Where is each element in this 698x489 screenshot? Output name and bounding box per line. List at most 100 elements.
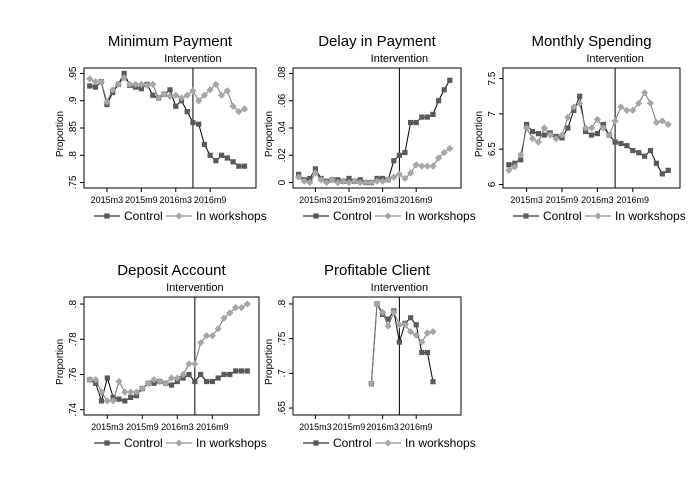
x-tick-label: 2015m9 <box>125 195 158 205</box>
data-point <box>390 173 398 181</box>
data-point <box>172 91 180 99</box>
legend: Control In workshops <box>303 436 476 450</box>
y-tick-label: .8 <box>68 299 79 308</box>
data-point <box>221 371 227 378</box>
data-point <box>121 70 127 77</box>
series-in-workshops <box>295 144 454 187</box>
legend-label: Control <box>543 209 582 223</box>
legend-marker <box>594 212 602 220</box>
data-point <box>219 152 225 158</box>
data-point <box>198 371 204 378</box>
data-point <box>177 94 186 102</box>
legend-label: In workshops <box>405 209 476 223</box>
y-axis-label: Proportion <box>55 339 66 385</box>
data-point <box>127 388 135 396</box>
legend-label: In workshops <box>196 436 267 450</box>
y-tick-label: .08 <box>277 66 288 80</box>
y-tick-label: .85 <box>68 121 79 135</box>
y-tick-label: 0 <box>277 179 288 185</box>
data-point <box>206 86 214 94</box>
y-tick-label: 7 <box>487 111 498 117</box>
series-line <box>89 72 245 167</box>
data-point <box>128 394 134 400</box>
data-point <box>552 134 560 143</box>
chart-title: Monthly Spending <box>531 33 651 50</box>
data-point <box>345 178 353 187</box>
legend-marker <box>523 213 529 219</box>
data-point <box>570 103 578 111</box>
data-point <box>334 178 342 187</box>
data-point <box>587 124 596 132</box>
data-point <box>103 397 111 405</box>
data-point <box>402 149 408 156</box>
data-point <box>630 147 636 154</box>
data-point <box>179 370 187 379</box>
data-point <box>396 152 402 158</box>
data-point <box>593 115 601 124</box>
data-point <box>230 159 236 165</box>
intervention-label: Intervention <box>164 53 221 65</box>
chart-title: Minimum Payment <box>108 33 233 50</box>
x-tick-label: 2016m9 <box>400 422 433 432</box>
series-control <box>368 301 436 387</box>
x-tick-label: 2016m3 <box>581 195 614 205</box>
data-point <box>384 176 392 184</box>
data-point <box>407 169 415 177</box>
x-tick-label: 2015m9 <box>333 422 366 432</box>
data-point <box>173 374 181 382</box>
data-point <box>218 91 226 99</box>
data-point <box>523 124 531 132</box>
x-tick-label: 2016m9 <box>400 195 433 205</box>
data-point <box>401 321 409 329</box>
data-point <box>98 398 105 404</box>
data-point <box>594 131 600 137</box>
data-point <box>423 162 431 170</box>
data-point <box>635 99 643 107</box>
data-point <box>642 153 648 159</box>
data-point <box>143 81 151 90</box>
data-point <box>652 118 660 126</box>
x-tick-label: 2015m9 <box>333 195 366 205</box>
data-point <box>201 141 207 147</box>
data-point <box>605 131 613 139</box>
intervention-label: Intervention <box>371 282 428 294</box>
data-point <box>103 98 111 106</box>
data-point <box>233 368 239 374</box>
data-point <box>104 375 110 381</box>
chart-title: Delay in Payment <box>318 33 436 50</box>
data-point <box>646 99 655 107</box>
data-point <box>238 368 245 374</box>
series-line <box>89 303 248 402</box>
data-point <box>617 103 625 111</box>
data-point <box>92 84 99 90</box>
data-point <box>214 325 222 333</box>
series-control <box>87 70 248 169</box>
data-point <box>418 162 426 170</box>
data-point <box>86 376 94 384</box>
data-point <box>441 87 447 93</box>
data-point <box>395 321 403 329</box>
data-point <box>138 384 146 393</box>
x-tick-label: 2015m3 <box>299 195 332 205</box>
data-point <box>535 131 541 137</box>
data-point <box>312 166 318 172</box>
data-point <box>295 173 303 181</box>
data-point <box>373 177 381 185</box>
data-point <box>200 91 208 99</box>
x-tick-label: 2015m3 <box>299 422 332 432</box>
data-point <box>121 388 129 396</box>
data-point <box>168 382 175 388</box>
data-point <box>220 314 228 322</box>
plot-frame <box>292 296 462 416</box>
data-point <box>235 108 243 116</box>
data-point <box>424 114 430 120</box>
data-point <box>623 106 631 114</box>
data-point <box>244 368 250 374</box>
legend-label: In workshops <box>615 209 686 223</box>
data-point <box>114 80 122 88</box>
x-tick-label: 2015m3 <box>91 195 124 205</box>
data-point <box>307 175 313 182</box>
data-point <box>379 177 387 185</box>
data-point <box>436 98 442 104</box>
